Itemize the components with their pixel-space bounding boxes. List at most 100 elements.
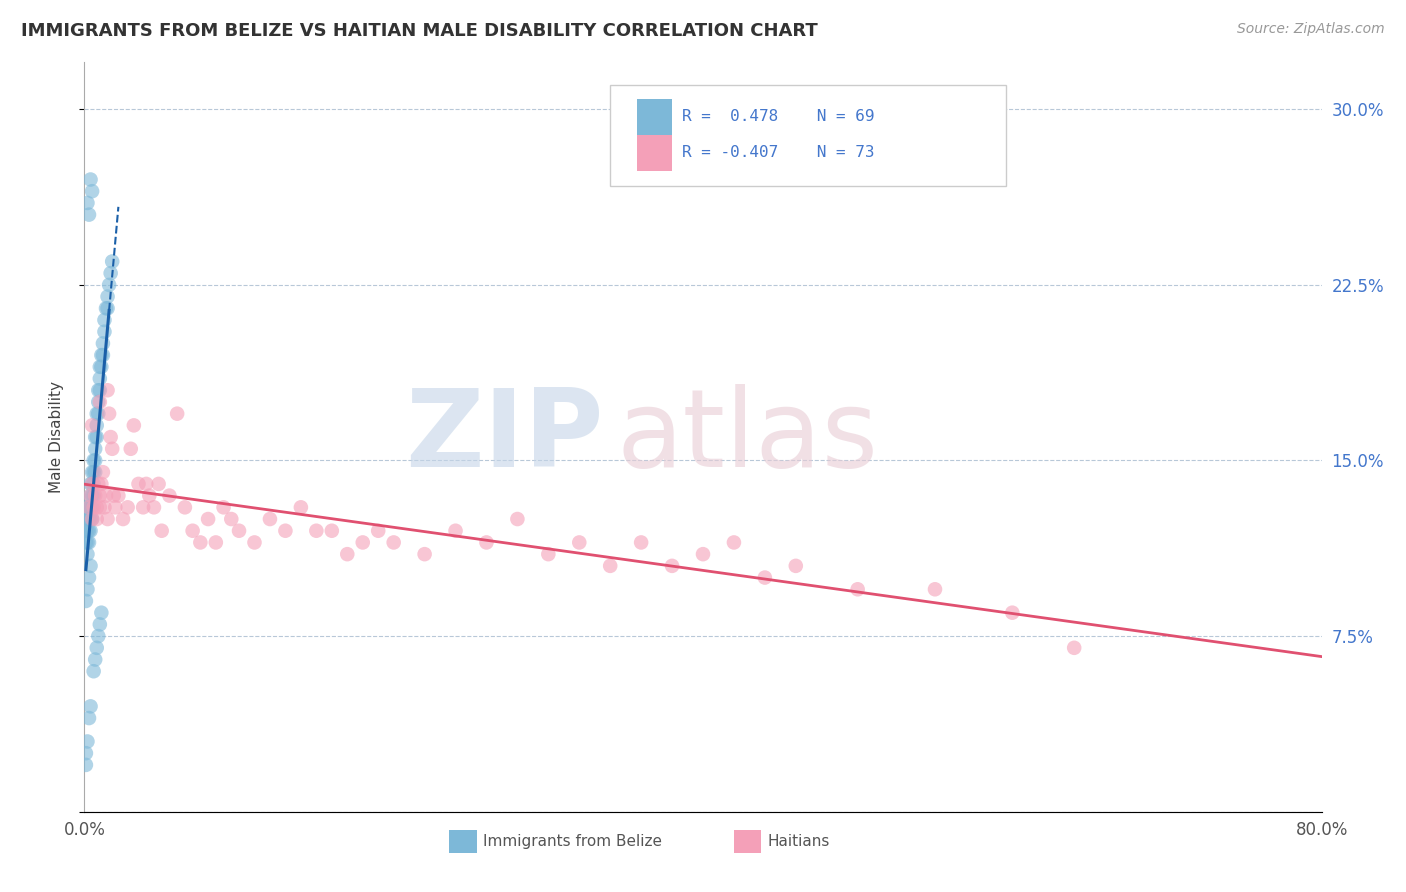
Point [475,535,498,549]
Point [86,407,108,421]
Text: Haitians: Haitians [768,834,830,849]
Text: atlas: atlas [616,384,879,490]
Point [228,524,250,538]
Bar [734,830,761,853]
Point [87,395,110,409]
Point [382,535,405,549]
Point [82,476,104,491]
Bar [637,135,672,171]
Point [89,500,111,515]
Point [148,476,170,491]
Point [132,500,155,515]
Point [82,418,104,433]
Text: R = -0.407    N = 73: R = -0.407 N = 73 [682,145,875,160]
Point [96,289,118,303]
Point [75,746,97,760]
Point [77,535,100,549]
Point [83,664,105,679]
Point [83,453,105,467]
Point [568,535,591,549]
Point [100,430,122,444]
Point [599,558,621,573]
Point [82,465,104,479]
Point [537,547,560,561]
Point [321,524,343,538]
Point [93,325,115,339]
Point [79,489,101,503]
Point [98,407,121,421]
Point [100,266,122,280]
Point [352,535,374,549]
Point [79,512,101,526]
Point [367,524,389,538]
Point [89,617,111,632]
Point [87,407,110,421]
Point [91,336,114,351]
Point [77,500,100,515]
Point [96,512,118,526]
Point [83,500,105,515]
Point [79,699,101,714]
Point [79,172,101,186]
Point [75,594,97,608]
Point [103,489,125,503]
Point [77,208,100,222]
Point [84,652,107,666]
Point [413,547,436,561]
Point [1063,640,1085,655]
Point [82,489,104,503]
Point [723,535,745,549]
Point [107,489,129,503]
Bar [450,830,477,853]
Point [89,359,111,374]
Point [336,547,359,561]
Point [84,430,107,444]
Point [444,524,467,538]
Point [76,734,98,748]
Point [243,535,266,549]
Point [89,489,111,503]
Point [82,184,104,198]
Point [89,395,111,409]
Point [82,500,104,515]
Point [91,465,114,479]
Text: Immigrants from Belize: Immigrants from Belize [482,834,662,849]
Point [91,348,114,362]
Point [174,500,197,515]
Point [83,465,105,479]
Point [212,500,235,515]
Point [89,371,111,385]
Point [77,571,100,585]
Point [75,500,97,515]
Text: ZIP: ZIP [405,384,605,490]
Point [76,547,98,561]
Point [205,535,228,549]
Point [87,384,110,398]
Point [90,476,112,491]
Point [79,500,101,515]
Point [98,277,121,292]
Point [150,524,173,538]
Point [219,512,242,526]
Point [76,524,98,538]
Point [87,476,110,491]
Point [82,512,104,526]
Point [84,442,107,456]
Point [83,489,105,503]
Point [76,582,98,597]
Point [754,571,776,585]
Point [87,629,110,643]
Point [93,313,115,327]
Point [75,758,97,772]
Point [290,500,312,515]
Point [82,512,104,526]
Point [197,512,219,526]
Point [117,500,139,515]
Point [785,558,807,573]
Point [94,301,117,316]
Point [76,512,98,526]
Point [96,384,118,398]
Point [692,547,714,561]
Point [1001,606,1024,620]
Point [104,500,127,515]
